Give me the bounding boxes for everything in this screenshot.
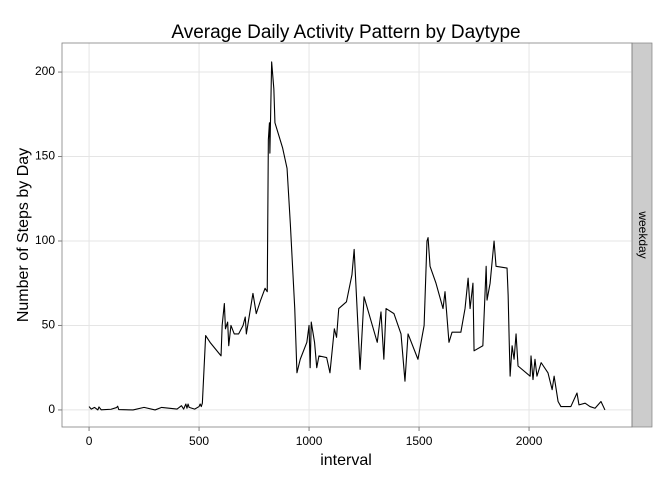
x-axis-title: interval bbox=[320, 452, 372, 469]
y-tick-label: 50 bbox=[42, 318, 56, 332]
data-line bbox=[88, 61, 606, 411]
y-tick-label: 150 bbox=[35, 149, 55, 163]
x-tick-label: 2000 bbox=[516, 434, 543, 448]
y-tick-label: 200 bbox=[35, 64, 55, 78]
y-tick-label: 100 bbox=[35, 233, 55, 247]
x-tick-label: 0 bbox=[86, 434, 93, 448]
y-axis-title: Number of Steps by Day bbox=[15, 148, 32, 322]
facet-label: weekday bbox=[636, 210, 650, 258]
x-tick-label: 500 bbox=[189, 434, 209, 448]
x-tick-label: 1000 bbox=[296, 434, 323, 448]
chart-title: Average Daily Activity Pattern by Daytyp… bbox=[171, 22, 520, 43]
y-tick-label: 0 bbox=[48, 402, 55, 416]
panel-border bbox=[61, 42, 633, 428]
x-tick-label: 1500 bbox=[406, 434, 433, 448]
